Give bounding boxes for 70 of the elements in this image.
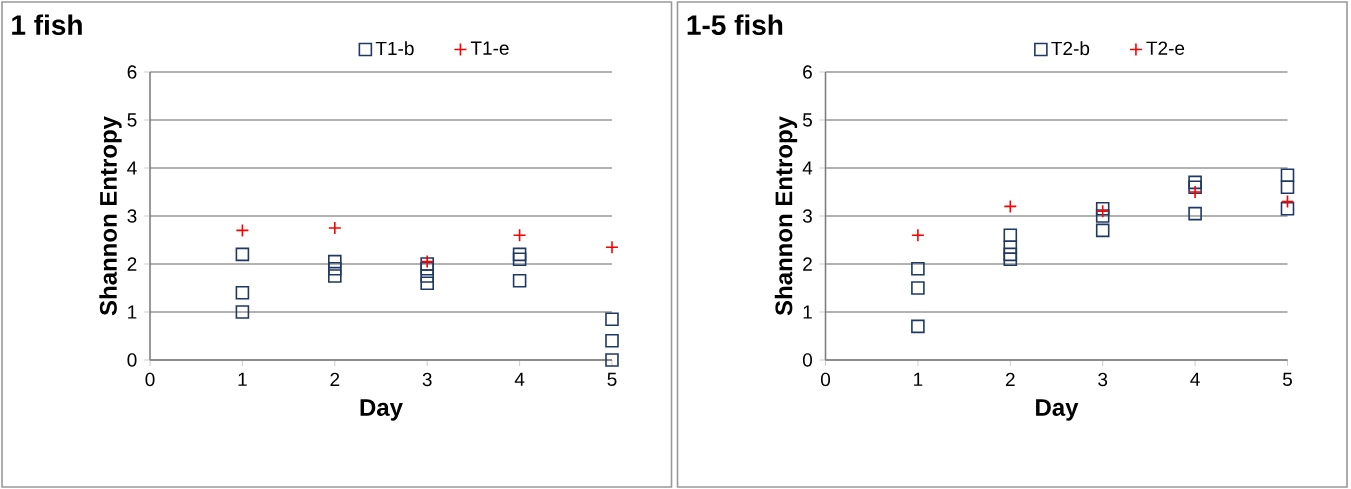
y-tick-label: 3 [127,209,137,223]
x-tick-label: 0 [820,372,831,387]
y-tick-label: 6 [127,65,137,79]
x-tick-label: 1 [238,372,247,386]
point [605,312,619,326]
x-tick-label: 1 [914,372,923,386]
point [1280,168,1295,183]
y-tick-label: 0 [127,353,137,367]
point [328,269,342,283]
point [1003,228,1018,242]
legend-label: T1-b [375,41,414,56]
y-axis-title: Shannon Entropy [99,116,122,316]
point [1003,252,1018,267]
x-axis-title: Day [1036,399,1079,421]
x-tick-label: 2 [330,372,340,386]
y-tick-label: 5 [127,113,137,127]
point [911,281,925,295]
point [512,274,527,288]
y-tick-label: 3 [802,209,812,223]
point [328,221,342,235]
point [235,247,250,262]
point [605,334,619,348]
point [512,228,527,242]
point [1003,247,1018,262]
x-axis-title: Day [360,399,403,421]
chart-title: 1-5 fish [687,14,783,35]
y-tick-label: 1 [803,305,812,319]
point [911,262,925,276]
y-tick-label: 5 [802,113,812,127]
point [1003,199,1018,214]
point [1188,175,1202,190]
y-tick-label: 4 [802,161,813,175]
x-tick-label: 5 [1282,372,1292,386]
point [911,319,925,334]
y-tick-label: 2 [127,257,137,271]
point [328,254,342,269]
x-tick-label: 0 [145,372,155,387]
y-tick-label: 4 [127,161,137,175]
x-tick-label: 3 [1098,372,1108,387]
point [605,353,619,367]
point [1188,180,1202,194]
point [1095,209,1110,223]
point [1188,206,1202,221]
legend-label: T1-e [470,41,509,55]
x-tick-label: 2 [1005,372,1015,386]
point [1188,185,1202,199]
point [235,286,250,300]
x-tick-label: 4 [514,372,525,386]
y-axis-title: Shannon Entropy [774,116,798,316]
point [420,276,434,290]
legend-label: T2-e [1146,41,1185,55]
y-tick-label: 0 [802,353,813,367]
x-tick-label: 5 [607,372,617,386]
point [911,228,925,242]
y-tick-label: 1 [128,305,137,319]
point [605,240,619,255]
y-tick-label: 2 [803,257,812,271]
point [512,252,527,267]
point [512,247,527,262]
point [1095,223,1110,238]
legend-label: T2-b [1051,41,1090,56]
x-tick-label: 4 [1190,372,1200,386]
point [1280,194,1295,209]
chart-title: 1 fish [12,14,82,35]
point [235,223,250,238]
point [1280,202,1295,216]
y-tick-label: 6 [803,65,812,79]
point [235,305,250,319]
x-tick-label: 3 [422,372,432,387]
point [1280,180,1295,194]
